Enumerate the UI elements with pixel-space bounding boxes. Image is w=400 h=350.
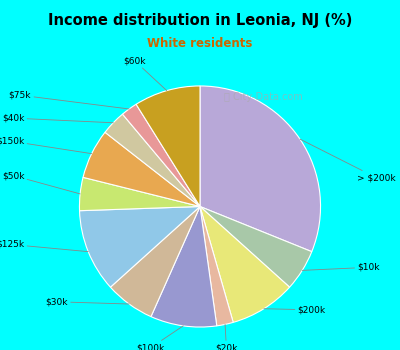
Wedge shape	[105, 114, 200, 206]
Text: $60k: $60k	[123, 56, 167, 91]
Text: $20k: $20k	[215, 324, 238, 350]
Text: $30k: $30k	[46, 297, 129, 306]
Text: $200k: $200k	[264, 305, 326, 314]
Text: $100k: $100k	[136, 326, 183, 350]
Wedge shape	[80, 206, 200, 287]
Wedge shape	[136, 86, 200, 206]
Text: ⓘ City-Data.com: ⓘ City-Data.com	[224, 92, 302, 103]
Text: $125k: $125k	[0, 240, 88, 252]
Wedge shape	[200, 86, 320, 252]
Wedge shape	[122, 104, 200, 206]
Text: White residents: White residents	[147, 37, 253, 50]
Text: $10k: $10k	[302, 263, 380, 272]
Wedge shape	[80, 177, 200, 211]
Text: $150k: $150k	[0, 136, 92, 154]
Text: Income distribution in Leonia, NJ (%): Income distribution in Leonia, NJ (%)	[48, 13, 352, 28]
Text: $75k: $75k	[9, 91, 129, 109]
Wedge shape	[200, 206, 312, 287]
Text: > $200k: > $200k	[300, 139, 396, 182]
Wedge shape	[110, 206, 200, 317]
Wedge shape	[200, 206, 233, 326]
Text: $40k: $40k	[2, 114, 113, 123]
Wedge shape	[83, 132, 200, 206]
Wedge shape	[200, 206, 290, 322]
Text: $50k: $50k	[2, 171, 80, 194]
Wedge shape	[151, 206, 217, 327]
